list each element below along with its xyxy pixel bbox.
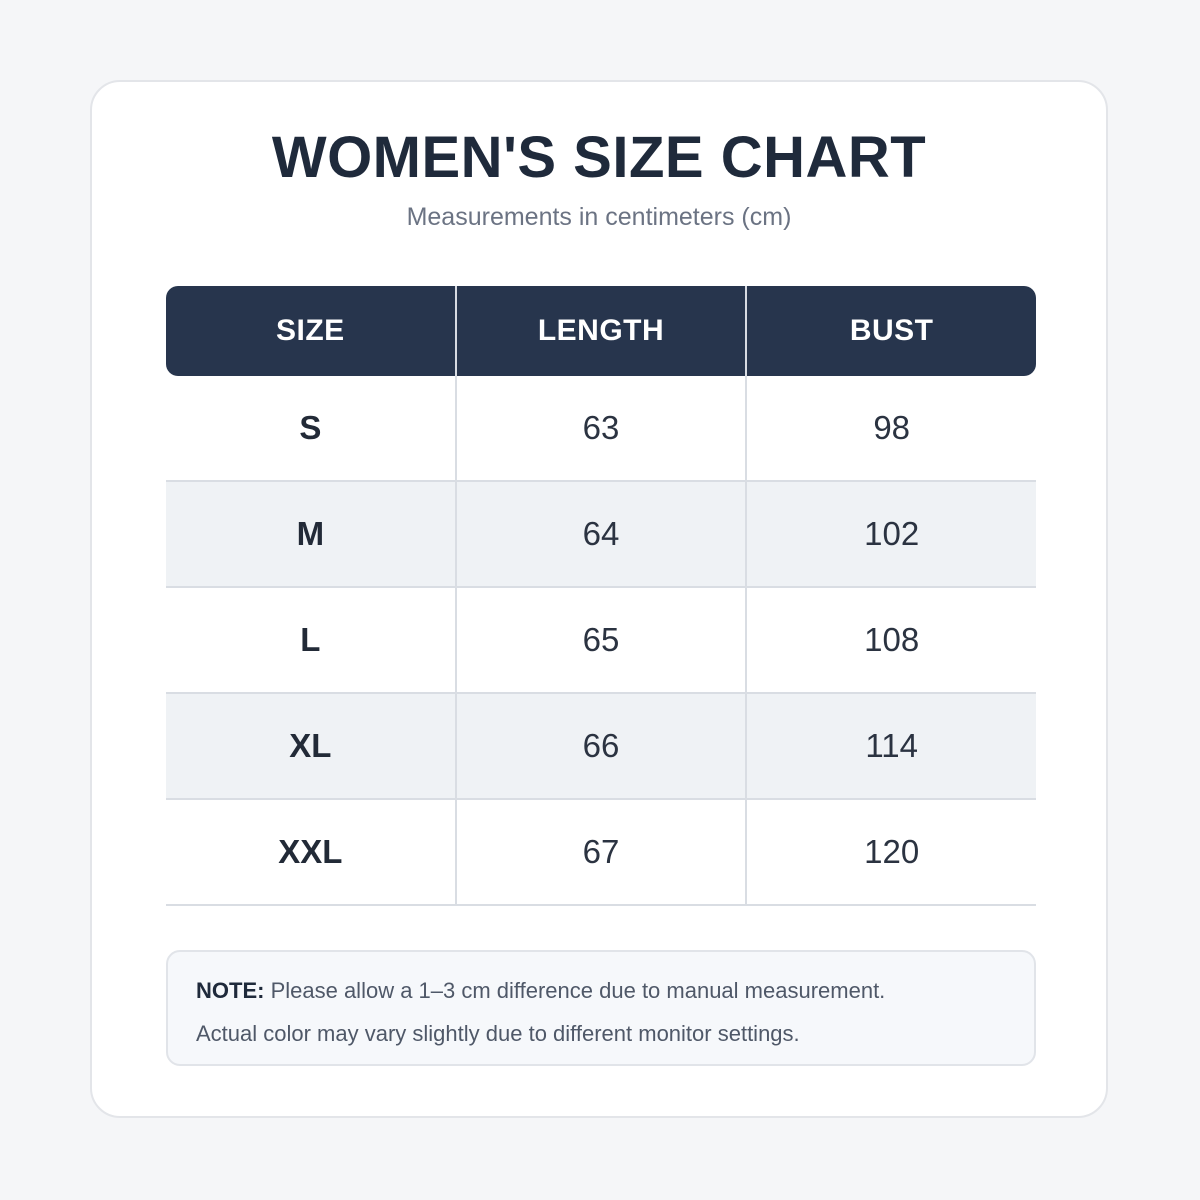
bust-cell: 114 bbox=[745, 694, 1036, 798]
length-cell: 67 bbox=[454, 800, 746, 904]
length-cell: 63 bbox=[454, 376, 746, 480]
note-line-2: Actual color may vary slightly due to di… bbox=[196, 1021, 800, 1046]
column-header-bust: BUST bbox=[745, 286, 1036, 376]
length-cell: 64 bbox=[454, 482, 746, 586]
table-header: SIZE LENGTH BUST bbox=[166, 286, 1036, 376]
size-cell: S bbox=[299, 409, 322, 446]
length-cell: 65 bbox=[454, 588, 746, 692]
column-header-length: LENGTH bbox=[454, 286, 746, 376]
note-line-1: NOTE: Please allow a 1–3 cm difference d… bbox=[196, 969, 1006, 1012]
table-row: S 63 98 bbox=[166, 376, 1036, 482]
table-row: XL 66 114 bbox=[166, 694, 1036, 800]
size-cell: L bbox=[300, 621, 321, 658]
bust-cell: 102 bbox=[745, 482, 1036, 586]
note-box: NOTE: Please allow a 1–3 cm difference d… bbox=[166, 950, 1036, 1066]
table-row: M 64 102 bbox=[166, 482, 1036, 588]
length-cell: 66 bbox=[454, 694, 746, 798]
note-text-1: Please allow a 1–3 cm difference due to … bbox=[264, 978, 886, 1003]
size-cell: XL bbox=[289, 727, 332, 764]
bust-cell: 120 bbox=[745, 800, 1036, 904]
size-cell: M bbox=[296, 515, 325, 552]
bust-cell: 98 bbox=[745, 376, 1036, 480]
page-subtitle: Measurements in centimeters (cm) bbox=[406, 203, 792, 231]
page-title: WOMEN'S SIZE CHART bbox=[271, 125, 927, 190]
table-row: XXL 67 120 bbox=[166, 800, 1036, 906]
note-label: NOTE: bbox=[196, 978, 265, 1003]
size-cell: XXL bbox=[278, 833, 343, 870]
column-header-size: SIZE bbox=[275, 314, 345, 347]
table-row: L 65 108 bbox=[166, 588, 1036, 694]
bust-cell: 108 bbox=[745, 588, 1036, 692]
size-table: SIZE LENGTH BUST S 63 98 M 64 102 L 65 1… bbox=[166, 286, 1036, 906]
size-chart-card: WOMEN'S SIZE CHART Measurements in centi… bbox=[90, 80, 1108, 1118]
